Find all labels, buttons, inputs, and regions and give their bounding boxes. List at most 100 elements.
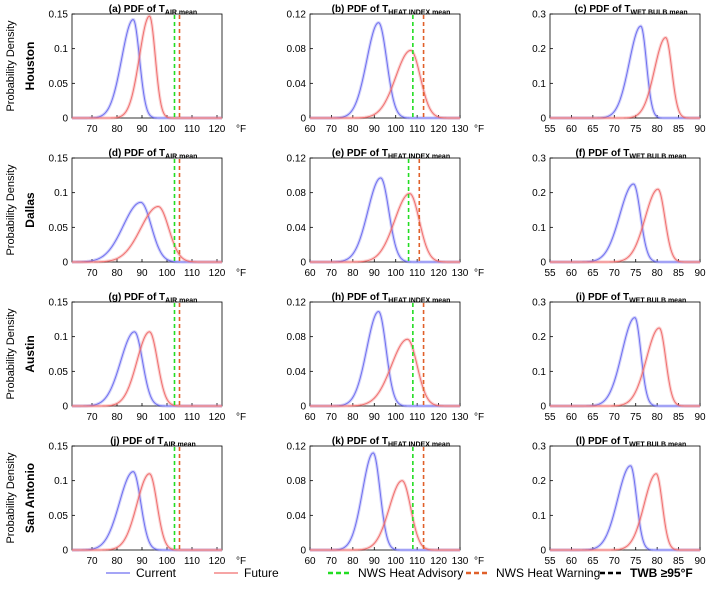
x-tick-label: 70 <box>86 124 98 135</box>
y-tick-label: 0 <box>62 402 68 413</box>
x-tick-label: 120 <box>430 556 447 567</box>
y-tick-label: 0.04 <box>287 223 307 234</box>
x-tick-label: 85 <box>673 124 685 135</box>
x-tick-label: 120 <box>430 268 447 279</box>
title-subscript: WET BULB mean <box>629 298 686 305</box>
x-tick-label: 80 <box>652 556 664 567</box>
x-tick-label: 100 <box>159 124 176 135</box>
x-tick-label: 120 <box>209 556 226 567</box>
city-label: San Antonio <box>23 463 37 533</box>
series-line-future <box>72 473 222 551</box>
x-tick-label: 70 <box>326 556 338 567</box>
x-unit-label: °F <box>236 412 246 423</box>
x-tick-label: 110 <box>184 124 200 135</box>
y-tick-label: 0 <box>540 114 546 125</box>
x-tick-label: 110 <box>409 268 425 279</box>
x-tick-label: 80 <box>652 124 664 135</box>
y-tick-label: 0.2 <box>532 188 546 199</box>
axes-box <box>71 301 223 407</box>
series-line-future <box>310 480 460 551</box>
y-axis-label: Probability Density <box>5 452 17 544</box>
x-tick-label: 110 <box>409 124 425 135</box>
y-tick-label: 0 <box>300 402 306 413</box>
legend: Current Future NWS Heat Advisory NWS Heat W… <box>106 566 693 580</box>
y-tick-label: 0.12 <box>287 298 307 309</box>
y-tick-label: 0.1 <box>54 188 68 199</box>
x-tick-label: 100 <box>387 268 404 279</box>
x-tick-label: 75 <box>630 556 642 567</box>
x-tick-label: 100 <box>159 268 176 279</box>
series-line-current <box>310 311 460 407</box>
series-line-future <box>550 327 700 407</box>
subplot-h: (h) PDF of THEAT INDEX mean 0 0.04 0.08 0.12… <box>287 292 485 423</box>
y-tick-label: 0.05 <box>49 511 69 522</box>
y-tick-label: 0.3 <box>532 154 546 165</box>
x-tick-label: 70 <box>326 412 338 423</box>
title-subscript: HEAT INDEX mean <box>388 154 450 161</box>
y-tick-label: 0.04 <box>287 79 307 90</box>
x-tick-label: 70 <box>86 556 98 567</box>
subplot-title: (f) PDF of TWET BULB mean <box>575 148 686 161</box>
series-line-current <box>72 331 222 407</box>
x-unit-label: °F <box>236 556 246 567</box>
x-tick-label: 60 <box>304 268 316 279</box>
x-tick-label: 75 <box>630 268 642 279</box>
city-label: Austin <box>23 335 37 372</box>
title-prefix: (g) PDF of T <box>109 292 166 303</box>
series-band-future <box>72 330 222 408</box>
x-tick-label: 90 <box>136 124 148 135</box>
x-unit-label: °F <box>474 268 484 279</box>
x-tick-label: 90 <box>136 412 148 423</box>
x-tick-label: 55 <box>544 556 556 567</box>
y-tick-label: 0.08 <box>287 188 307 199</box>
x-tick-label: 70 <box>326 268 338 279</box>
y-tick-label: 0.3 <box>532 442 546 453</box>
x-tick-label: 90 <box>694 412 706 423</box>
x-tick-label: 55 <box>544 268 556 279</box>
y-tick-label: 0 <box>540 546 546 557</box>
subplot-i: (i) PDF of TWET BULB mean 0 0.1 0.2 0.3 55 60 6… <box>532 292 706 423</box>
y-tick-label: 0.1 <box>532 367 546 378</box>
axes-box <box>71 445 223 551</box>
subplot-title: (l) PDF of TWET BULB mean <box>576 436 687 449</box>
axes-box <box>309 13 461 119</box>
x-tick-label: 70 <box>326 124 338 135</box>
x-tick-label: 65 <box>587 124 599 135</box>
title-subscript: AIR mean <box>164 442 196 449</box>
x-tick-label: 120 <box>209 268 226 279</box>
x-tick-label: 80 <box>652 268 664 279</box>
x-tick-label: 110 <box>184 556 200 567</box>
x-tick-label: 90 <box>369 124 381 135</box>
x-tick-label: 55 <box>544 124 556 135</box>
x-tick-label: 65 <box>587 412 599 423</box>
subplot-title: (i) PDF of TWET BULB mean <box>576 292 687 305</box>
subplot-f: (f) PDF of TWET BULB mean 0 0.1 0.2 0.3 55 60 6… <box>532 148 706 279</box>
x-tick-label: 90 <box>369 412 381 423</box>
x-unit-label: °F <box>474 412 484 423</box>
x-tick-label: 90 <box>369 268 381 279</box>
y-tick-label: 0 <box>300 114 306 125</box>
y-tick-label: 0.1 <box>532 223 546 234</box>
x-tick-label: 90 <box>694 124 706 135</box>
axes-box <box>71 13 223 119</box>
x-tick-label: 65 <box>587 268 599 279</box>
x-tick-label: 85 <box>673 268 685 279</box>
series-line-future <box>72 15 222 119</box>
x-tick-label: 130 <box>452 268 469 279</box>
y-tick-label: 0 <box>540 258 546 269</box>
series-line-future <box>550 188 700 263</box>
city-label: Dallas <box>23 192 37 228</box>
y-tick-label: 0.3 <box>532 10 546 21</box>
x-tick-label: 75 <box>630 124 642 135</box>
city-label: Houston <box>23 42 37 91</box>
subplot-title: (b) PDF of THEAT INDEX mean <box>332 4 451 17</box>
subplot-title: (h) PDF of THEAT INDEX mean <box>332 292 451 305</box>
x-tick-label: 80 <box>347 268 359 279</box>
y-tick-label: 0 <box>62 546 68 557</box>
x-tick-label: 85 <box>673 556 685 567</box>
x-tick-label: 130 <box>452 556 469 567</box>
x-tick-label: 80 <box>111 268 123 279</box>
axes-box <box>549 445 701 551</box>
series-band-current <box>550 315 700 408</box>
x-tick-label: 100 <box>387 556 404 567</box>
